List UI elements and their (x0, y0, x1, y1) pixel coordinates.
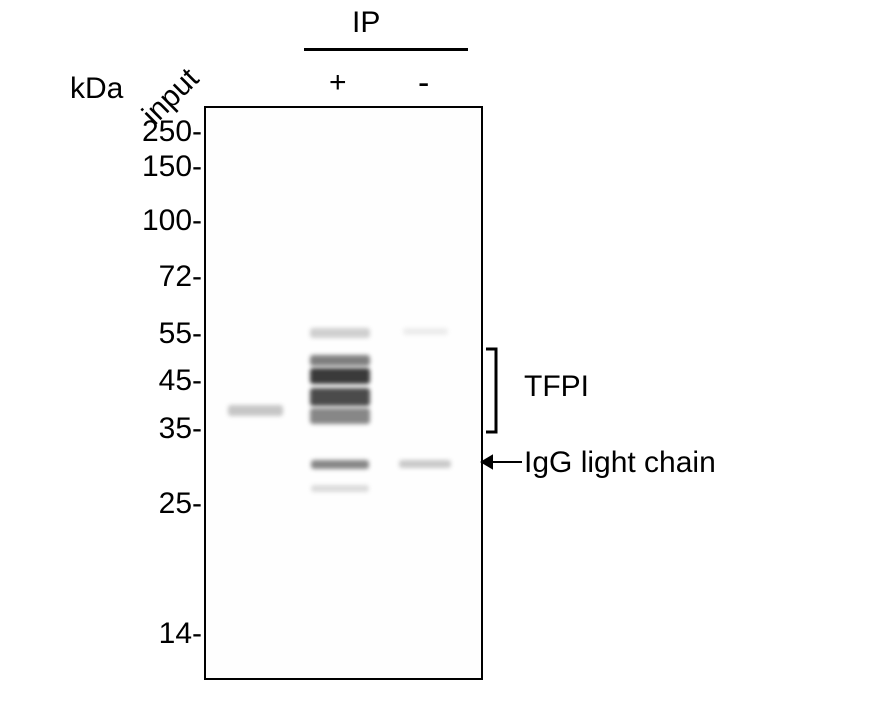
lane-group-label-ip: IP (352, 6, 380, 40)
gel-band (403, 328, 448, 335)
ip-underline (304, 48, 468, 51)
gel-band (228, 405, 283, 416)
gel-band (310, 408, 370, 424)
lane-label-plus: + (329, 66, 347, 100)
tfpi-band-label: TFPI (524, 370, 589, 404)
kda-unit-label: kDa (70, 72, 123, 106)
mw-marker: 72- (102, 260, 202, 294)
igg-band-label: IgG light chain (524, 446, 716, 480)
lane-label-minus: - (418, 64, 429, 103)
gel-band (399, 460, 451, 468)
mw-marker: 45- (102, 364, 202, 398)
gel-band (311, 460, 369, 469)
mw-marker: 100- (102, 204, 202, 238)
gel-band (310, 368, 370, 384)
gel-band (310, 328, 370, 338)
mw-marker: 14- (102, 617, 202, 651)
mw-marker: 150- (102, 150, 202, 184)
mw-marker: 25- (102, 487, 202, 521)
gel-band (310, 388, 370, 406)
mw-marker: 55- (102, 317, 202, 351)
gel-band (311, 485, 369, 492)
gel-band (310, 355, 370, 366)
mw-marker: 35- (102, 412, 202, 446)
figure-container: { "gel": { "box": { "left": 204, "top": … (0, 0, 888, 711)
